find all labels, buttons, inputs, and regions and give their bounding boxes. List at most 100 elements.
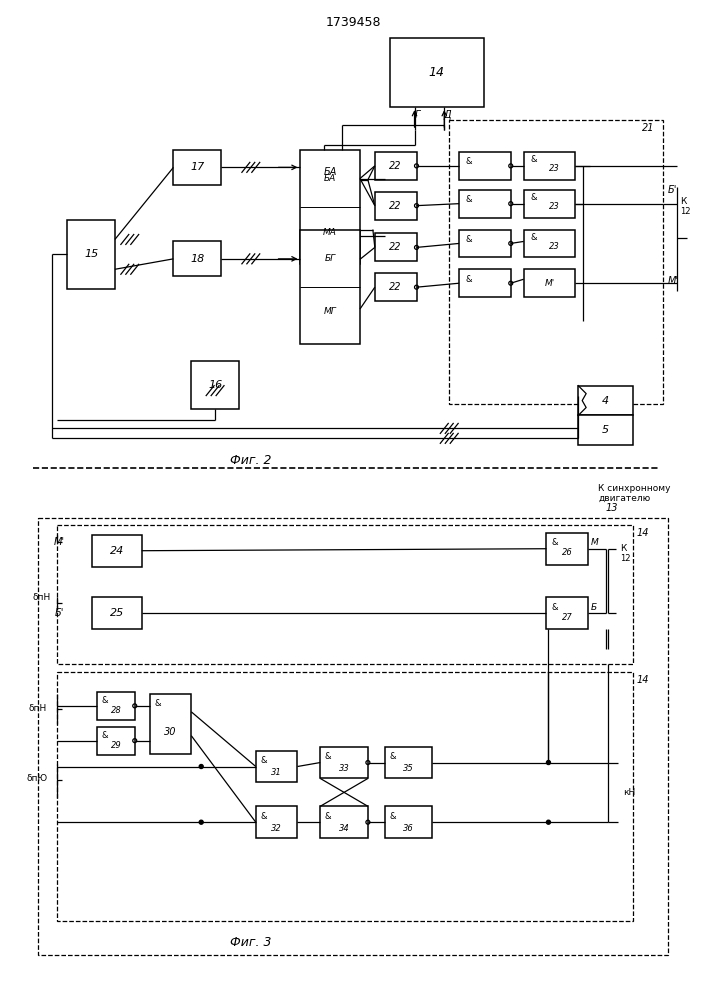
Text: 28: 28: [110, 706, 122, 715]
Text: &: &: [551, 603, 558, 612]
Bar: [547, 533, 588, 565]
Bar: [256, 751, 298, 782]
Text: 27: 27: [562, 613, 573, 622]
Text: 31: 31: [271, 768, 282, 777]
Bar: [150, 694, 192, 754]
Bar: [375, 233, 416, 261]
Text: 22: 22: [390, 201, 402, 211]
Text: &: &: [530, 193, 537, 202]
Text: К: К: [620, 544, 626, 553]
Text: 12: 12: [620, 554, 631, 563]
Text: 13: 13: [606, 503, 619, 513]
Text: 35: 35: [403, 764, 414, 773]
Text: &: &: [551, 538, 558, 547]
Bar: [67, 220, 115, 289]
Text: 4: 4: [602, 396, 609, 406]
Text: &: &: [325, 752, 332, 761]
Bar: [385, 806, 433, 838]
Bar: [300, 150, 360, 264]
Bar: [578, 415, 633, 445]
Bar: [459, 230, 510, 257]
Text: &: &: [260, 756, 267, 765]
Text: &: &: [530, 155, 537, 164]
Text: &: &: [390, 812, 396, 821]
Text: 16: 16: [208, 380, 222, 390]
Text: 14: 14: [636, 528, 649, 538]
Text: 23: 23: [549, 164, 560, 173]
Text: 14: 14: [636, 675, 649, 685]
Text: 22: 22: [390, 242, 402, 252]
Bar: [385, 747, 433, 778]
Text: δпН: δпН: [28, 704, 47, 713]
Text: &: &: [466, 235, 472, 244]
Text: БА: БА: [324, 167, 337, 177]
Text: 33: 33: [339, 764, 349, 773]
Text: Фиг. 3: Фиг. 3: [230, 936, 271, 949]
Bar: [300, 230, 360, 344]
Bar: [92, 597, 141, 629]
Bar: [173, 241, 221, 276]
Text: δпЮ: δпЮ: [27, 774, 48, 783]
Bar: [92, 535, 141, 567]
Text: 24: 24: [110, 546, 124, 556]
Bar: [57, 525, 633, 664]
Circle shape: [199, 820, 203, 824]
Text: М': М': [667, 276, 679, 286]
Bar: [173, 150, 221, 185]
Text: 18: 18: [190, 254, 204, 264]
Text: 12: 12: [680, 207, 691, 216]
Bar: [37, 518, 667, 955]
Bar: [524, 230, 575, 257]
Text: Б': Б': [55, 608, 64, 618]
Bar: [524, 269, 575, 297]
Text: &: &: [466, 157, 472, 166]
Text: &: &: [260, 812, 267, 821]
Text: МГ: МГ: [324, 307, 337, 316]
Text: Д: Д: [443, 110, 451, 120]
Bar: [97, 727, 135, 755]
Bar: [320, 747, 368, 778]
Text: 22: 22: [390, 161, 402, 171]
Text: 23: 23: [549, 242, 560, 251]
Text: 29: 29: [110, 741, 122, 750]
Text: δпН: δпН: [32, 593, 50, 602]
Text: &: &: [102, 696, 108, 705]
Text: двигателю: двигателю: [598, 494, 650, 503]
Text: кН: кН: [623, 788, 635, 797]
Bar: [578, 386, 633, 415]
Text: 1739458: 1739458: [325, 16, 381, 29]
Bar: [459, 152, 510, 180]
Text: БГ: БГ: [325, 254, 336, 263]
Text: К: К: [680, 197, 686, 206]
Bar: [375, 192, 416, 220]
Text: 17: 17: [190, 162, 204, 172]
Bar: [97, 692, 135, 720]
Text: К синхронному: К синхронному: [598, 484, 670, 493]
Text: 25: 25: [110, 608, 124, 618]
Bar: [459, 190, 510, 218]
Text: 21: 21: [642, 123, 655, 133]
Text: &: &: [466, 275, 472, 284]
Circle shape: [199, 765, 203, 769]
Bar: [524, 152, 575, 180]
Text: &: &: [154, 699, 160, 708]
Text: &: &: [390, 752, 396, 761]
Text: 15: 15: [84, 249, 98, 259]
Text: БА: БА: [324, 174, 337, 183]
Text: 23: 23: [549, 202, 560, 211]
Text: Б: Б: [591, 603, 597, 612]
Text: 32: 32: [271, 824, 282, 833]
Bar: [320, 806, 368, 838]
Bar: [256, 806, 298, 838]
Bar: [57, 672, 633, 921]
Circle shape: [547, 820, 551, 824]
Bar: [459, 269, 510, 297]
Text: Г: Г: [415, 110, 420, 120]
Text: 30: 30: [164, 727, 177, 737]
Circle shape: [547, 761, 551, 765]
Bar: [524, 190, 575, 218]
Text: &: &: [325, 812, 332, 821]
Text: &: &: [530, 233, 537, 242]
Text: 14: 14: [429, 66, 445, 79]
Text: &: &: [102, 731, 108, 740]
